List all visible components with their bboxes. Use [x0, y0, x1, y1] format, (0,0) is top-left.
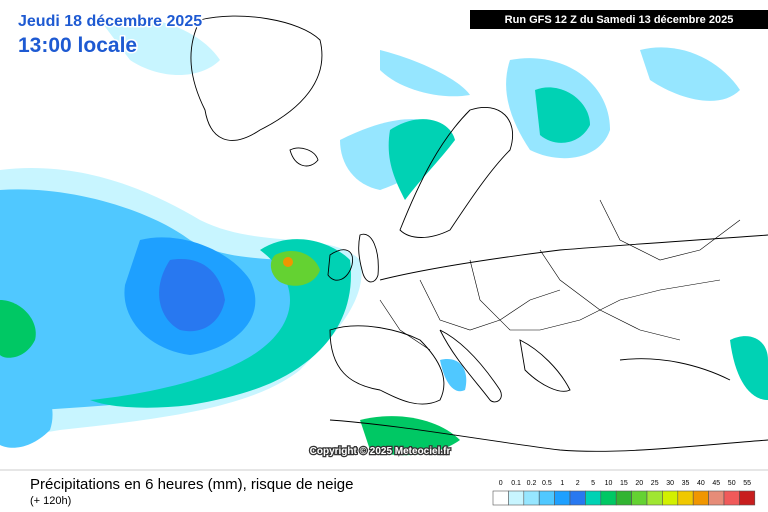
legend-swatch — [615, 490, 632, 506]
legend-swatch — [692, 490, 709, 506]
legend-label: 5 — [591, 480, 595, 487]
legend-swatch — [554, 490, 571, 506]
legend-label: 30 — [666, 480, 674, 487]
legend-swatch — [585, 490, 602, 506]
legend-swatch — [677, 490, 694, 506]
legend-label: 0.5 — [542, 480, 552, 487]
run-info: Run GFS 12 Z du Samedi 13 décembre 2025 — [505, 14, 734, 26]
legend-swatch — [723, 490, 740, 506]
legend-label: 25 — [651, 480, 659, 487]
legend-label: 35 — [682, 480, 690, 487]
legend-swatch — [569, 490, 586, 506]
legend-swatch — [600, 490, 617, 506]
legend-swatch — [538, 490, 555, 506]
forecast-time: 13:00 locale — [18, 34, 137, 57]
legend-swatch — [708, 490, 725, 506]
borders — [379, 199, 741, 351]
legend-swatch — [739, 490, 756, 506]
footer-lead: (+ 120h) — [30, 495, 71, 507]
run-box — [470, 10, 768, 29]
legend-label: 1 — [560, 480, 564, 487]
legend-swatch — [646, 490, 663, 506]
legend-label: 50 — [728, 480, 736, 487]
legend-swatch — [662, 490, 679, 506]
legend-label: 55 — [743, 480, 751, 487]
legend-label: 0 — [499, 480, 503, 487]
precipitation-field — [0, 17, 768, 456]
legend: 0 0.1 0.2 0.5 1 2 5 10 15 20 25 30 35 40 45 50 55 — [492, 480, 756, 506]
footer-title: Précipitations en 6 heures (mm), risque … — [30, 476, 354, 493]
legend-label: 20 — [635, 480, 643, 487]
legend-label: 0.1 — [511, 480, 521, 487]
legend-swatch — [523, 490, 540, 506]
legend-label: 0.2 — [527, 480, 537, 487]
legend-label: 2 — [576, 480, 580, 487]
legend-label: 10 — [605, 480, 613, 487]
legend-label: 15 — [620, 480, 628, 487]
legend-swatch — [492, 490, 509, 506]
legend-swatch — [631, 490, 648, 506]
copyright: Copyright © 2025 Meteociel.fr — [310, 446, 451, 457]
legend-label: 45 — [712, 480, 720, 487]
coastlines — [190, 15, 768, 452]
legend-swatch — [508, 490, 525, 506]
forecast-date: Jeudi 18 décembre 2025 — [18, 13, 202, 30]
legend-label: 40 — [697, 480, 705, 487]
